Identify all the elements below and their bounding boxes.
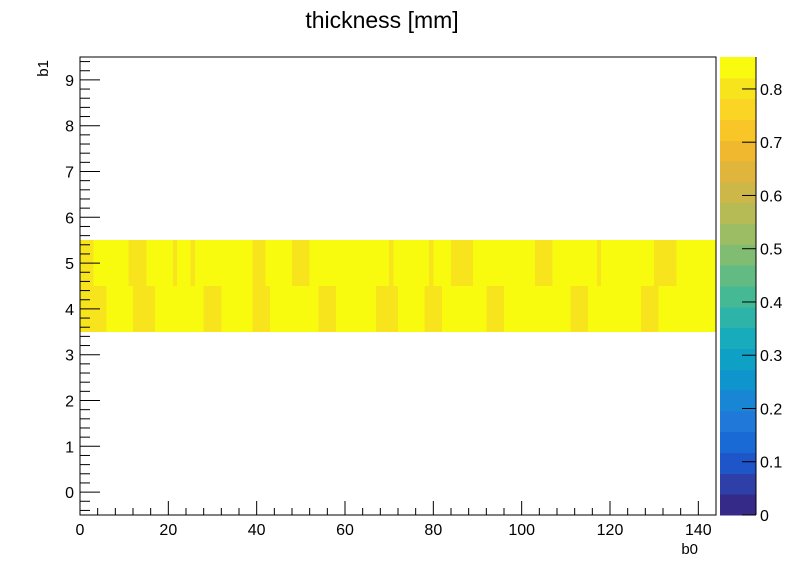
colorbar-tick-label: 0.2 xyxy=(760,401,782,418)
heatmap-cells xyxy=(80,240,716,332)
colorbar-swatch xyxy=(720,390,756,412)
heatmap-cell xyxy=(146,240,173,286)
heatmap-cell xyxy=(221,286,253,332)
chart-title: thickness [mm] xyxy=(305,7,458,33)
y-axis-label: b1 xyxy=(35,60,52,77)
x-tick-label: 120 xyxy=(597,522,624,539)
heatmap-cell xyxy=(398,286,425,332)
heatmap-cell xyxy=(552,240,597,286)
heatmap-cell xyxy=(486,286,504,332)
colorbar-swatch xyxy=(720,348,756,370)
heatmap-cell xyxy=(336,286,376,332)
x-axis-label: b0 xyxy=(681,541,698,558)
y-tick-label: 3 xyxy=(65,348,74,365)
colorbar-swatch xyxy=(720,119,756,141)
heatmap-cell xyxy=(534,240,553,286)
x-tick-label: 80 xyxy=(424,522,442,539)
heatmap-cell xyxy=(433,240,451,286)
colorbar-tick-label: 0.4 xyxy=(760,295,782,312)
colorbar-swatch xyxy=(720,265,756,287)
colorbar-swatch xyxy=(720,140,756,162)
heatmap-cell xyxy=(172,240,178,286)
colorbar-swatch xyxy=(720,77,756,100)
heatmap-cell xyxy=(292,240,310,286)
heatmap-cell xyxy=(587,286,641,332)
heatmap-cell xyxy=(155,286,204,332)
colorbar-swatch xyxy=(720,57,756,79)
heatmap-cell xyxy=(570,286,588,332)
heatmap-cell xyxy=(190,240,195,286)
colorbar-swatch xyxy=(720,244,756,266)
heatmap-cell xyxy=(596,240,602,286)
heatmap-cell xyxy=(252,286,270,332)
colorbar-swatch xyxy=(720,98,756,120)
heatmap-cell xyxy=(393,240,429,286)
colorbar-tick-label: 0.7 xyxy=(760,135,782,152)
colorbar-swatch xyxy=(720,494,756,516)
colorbar-swatch xyxy=(720,452,756,474)
heatmap-cell xyxy=(451,240,474,286)
heatmap-cell xyxy=(640,286,659,332)
colorbar-swatch xyxy=(720,431,756,454)
heatmap-cell xyxy=(658,286,716,332)
colorbar-swatch xyxy=(720,161,756,183)
colorbar-tick-label: 0.3 xyxy=(760,348,782,365)
x-tick-label: 40 xyxy=(248,522,266,539)
heatmap-cell xyxy=(269,286,319,332)
heatmap-cell xyxy=(601,240,655,286)
y-axis: 0 1 2 3 4 5 6 7 8 9 xyxy=(65,61,100,511)
heatmap-cell xyxy=(375,286,398,332)
heatmap-cell xyxy=(424,286,443,332)
y-tick-label: 4 xyxy=(65,302,74,319)
heatmap-cell xyxy=(654,240,677,286)
heatmap-cell xyxy=(194,240,253,286)
colorbar-swatch xyxy=(720,202,756,225)
colorbar-swatch xyxy=(720,286,756,308)
x-tick-label: 0 xyxy=(76,522,85,539)
colorbar-tick-label: 0.5 xyxy=(760,242,782,259)
y-tick-label: 5 xyxy=(65,256,74,273)
heatmap-cell xyxy=(676,240,716,286)
heatmap-cell xyxy=(265,240,292,286)
colorbar-swatch xyxy=(720,473,756,495)
colorbar-tick-label: 0.6 xyxy=(760,188,782,205)
heatmap-cell xyxy=(504,286,571,332)
heatmap-cell xyxy=(203,286,222,332)
heatmap-cell xyxy=(106,286,133,332)
heatmap-cell xyxy=(252,240,266,286)
y-tick-label: 1 xyxy=(65,439,74,456)
y-tick-label: 9 xyxy=(65,73,74,90)
x-tick-label: 20 xyxy=(159,522,177,539)
colorbar-swatch xyxy=(720,306,756,329)
x-axis: 0 20 40 60 80 100 120 140 xyxy=(76,501,712,539)
heatmap-cell xyxy=(389,240,394,286)
heatmap-cell xyxy=(318,286,337,332)
heatmap-cell xyxy=(442,286,487,332)
x-tick-label: 140 xyxy=(685,522,712,539)
y-tick-label: 0 xyxy=(65,485,74,502)
colorbar-swatch xyxy=(720,223,756,245)
colorbar-swatch xyxy=(720,327,756,349)
heatmap-cell xyxy=(428,240,434,286)
heatmap-cell xyxy=(177,240,191,286)
colorbar-swatch xyxy=(720,181,756,204)
y-tick-label: 8 xyxy=(65,119,74,136)
colorbar-tick-label: 0.1 xyxy=(760,455,782,472)
y-tick-label: 7 xyxy=(65,165,74,182)
x-tick-label: 60 xyxy=(336,522,354,539)
x-tick-label: 100 xyxy=(508,522,535,539)
colorbar-tick-label: 0.8 xyxy=(760,82,782,99)
heatmap-cell xyxy=(309,240,390,286)
y-tick-label: 2 xyxy=(65,394,74,411)
heatmap-cell xyxy=(133,286,156,332)
heatmap-cell xyxy=(473,240,535,286)
colorbar-tick-label: 0 xyxy=(760,508,769,525)
color-scale-bar: 0 0.1 0.2 0.3 0.4 0.5 0.6 0.7 0.8 xyxy=(720,57,782,525)
colorbar-swatch xyxy=(720,369,756,391)
heatmap-cell xyxy=(128,240,147,286)
colorbar-swatch xyxy=(720,410,756,433)
y-tick-label: 6 xyxy=(65,210,74,227)
